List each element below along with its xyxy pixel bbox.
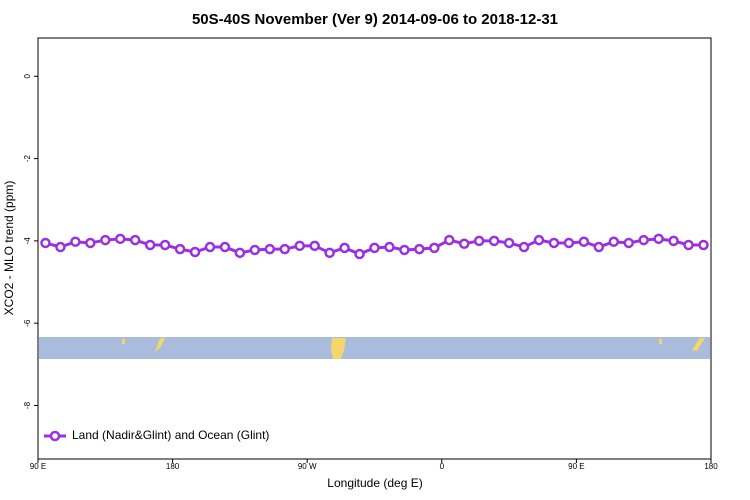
data-point xyxy=(40,237,51,249)
data-point xyxy=(683,239,694,251)
data-point xyxy=(234,247,246,259)
y-tick-label: -2 xyxy=(23,154,32,162)
x-tick-label: 90 W xyxy=(298,462,317,471)
data-point xyxy=(324,247,335,259)
data-point xyxy=(518,241,530,253)
data-point xyxy=(503,237,515,249)
data-point xyxy=(174,243,186,255)
data-point xyxy=(189,246,201,258)
data-point xyxy=(369,242,380,254)
data-point xyxy=(294,240,305,252)
land-patch xyxy=(155,338,165,352)
data-point xyxy=(533,234,545,246)
x-tick-label: 0 xyxy=(440,462,445,471)
data-point xyxy=(85,237,96,249)
data-point xyxy=(698,239,709,251)
data-point xyxy=(219,241,231,253)
land-patch xyxy=(122,339,125,344)
y-tick-label: -4 xyxy=(23,237,32,245)
land-ocean-strip xyxy=(39,337,710,359)
y-tick-label: -8 xyxy=(23,401,32,409)
data-point xyxy=(70,236,81,247)
x-tick-label: 180 xyxy=(704,462,718,471)
data-point xyxy=(100,234,111,246)
y-tick-label: -6 xyxy=(23,319,32,327)
data-point xyxy=(309,240,320,252)
data-point xyxy=(608,236,620,247)
x-axis-label: Longitude (deg E) xyxy=(327,476,422,490)
data-point xyxy=(159,239,171,251)
x-tick-label: 90 E xyxy=(30,462,46,471)
data-point xyxy=(279,243,291,255)
land-patch xyxy=(659,339,662,344)
data-point xyxy=(384,241,395,253)
data-point xyxy=(55,241,66,253)
data-point xyxy=(548,237,560,249)
data-point xyxy=(578,236,590,247)
data-point xyxy=(593,241,605,253)
data-point xyxy=(429,242,440,254)
data-point xyxy=(638,234,649,246)
data-point xyxy=(444,234,455,246)
data-point xyxy=(115,233,126,245)
data-point xyxy=(204,241,216,253)
data-point xyxy=(623,237,634,249)
data-point xyxy=(488,235,500,247)
data-point xyxy=(399,244,410,256)
data-point xyxy=(264,243,276,255)
data-point xyxy=(653,233,664,245)
data-point xyxy=(144,239,156,251)
data-point xyxy=(668,235,679,247)
land-patch xyxy=(692,338,705,351)
data-point xyxy=(339,242,350,254)
data-point xyxy=(249,244,261,256)
land-patch xyxy=(331,338,346,359)
data-point xyxy=(414,243,425,255)
data-point xyxy=(458,238,470,250)
x-tick-label: 90 E xyxy=(568,462,584,471)
y-tick-label: 0 xyxy=(23,73,32,78)
x-tick-label: 180 xyxy=(166,462,180,471)
chart-title: 50S-40S November (Ver 9) 2014-09-06 to 2… xyxy=(192,11,558,28)
data-point xyxy=(129,234,141,246)
data-point xyxy=(563,237,575,249)
data-point xyxy=(354,248,365,260)
ocean-band xyxy=(39,337,710,359)
plot-frame xyxy=(37,37,712,460)
data-point xyxy=(473,235,485,247)
y-axis-label: XCO2 - MLO trend (ppm) xyxy=(2,181,16,316)
legend-marker xyxy=(49,430,61,442)
legend-label: Land (Nadir&Glint) and Ocean (Glint) xyxy=(72,428,269,442)
